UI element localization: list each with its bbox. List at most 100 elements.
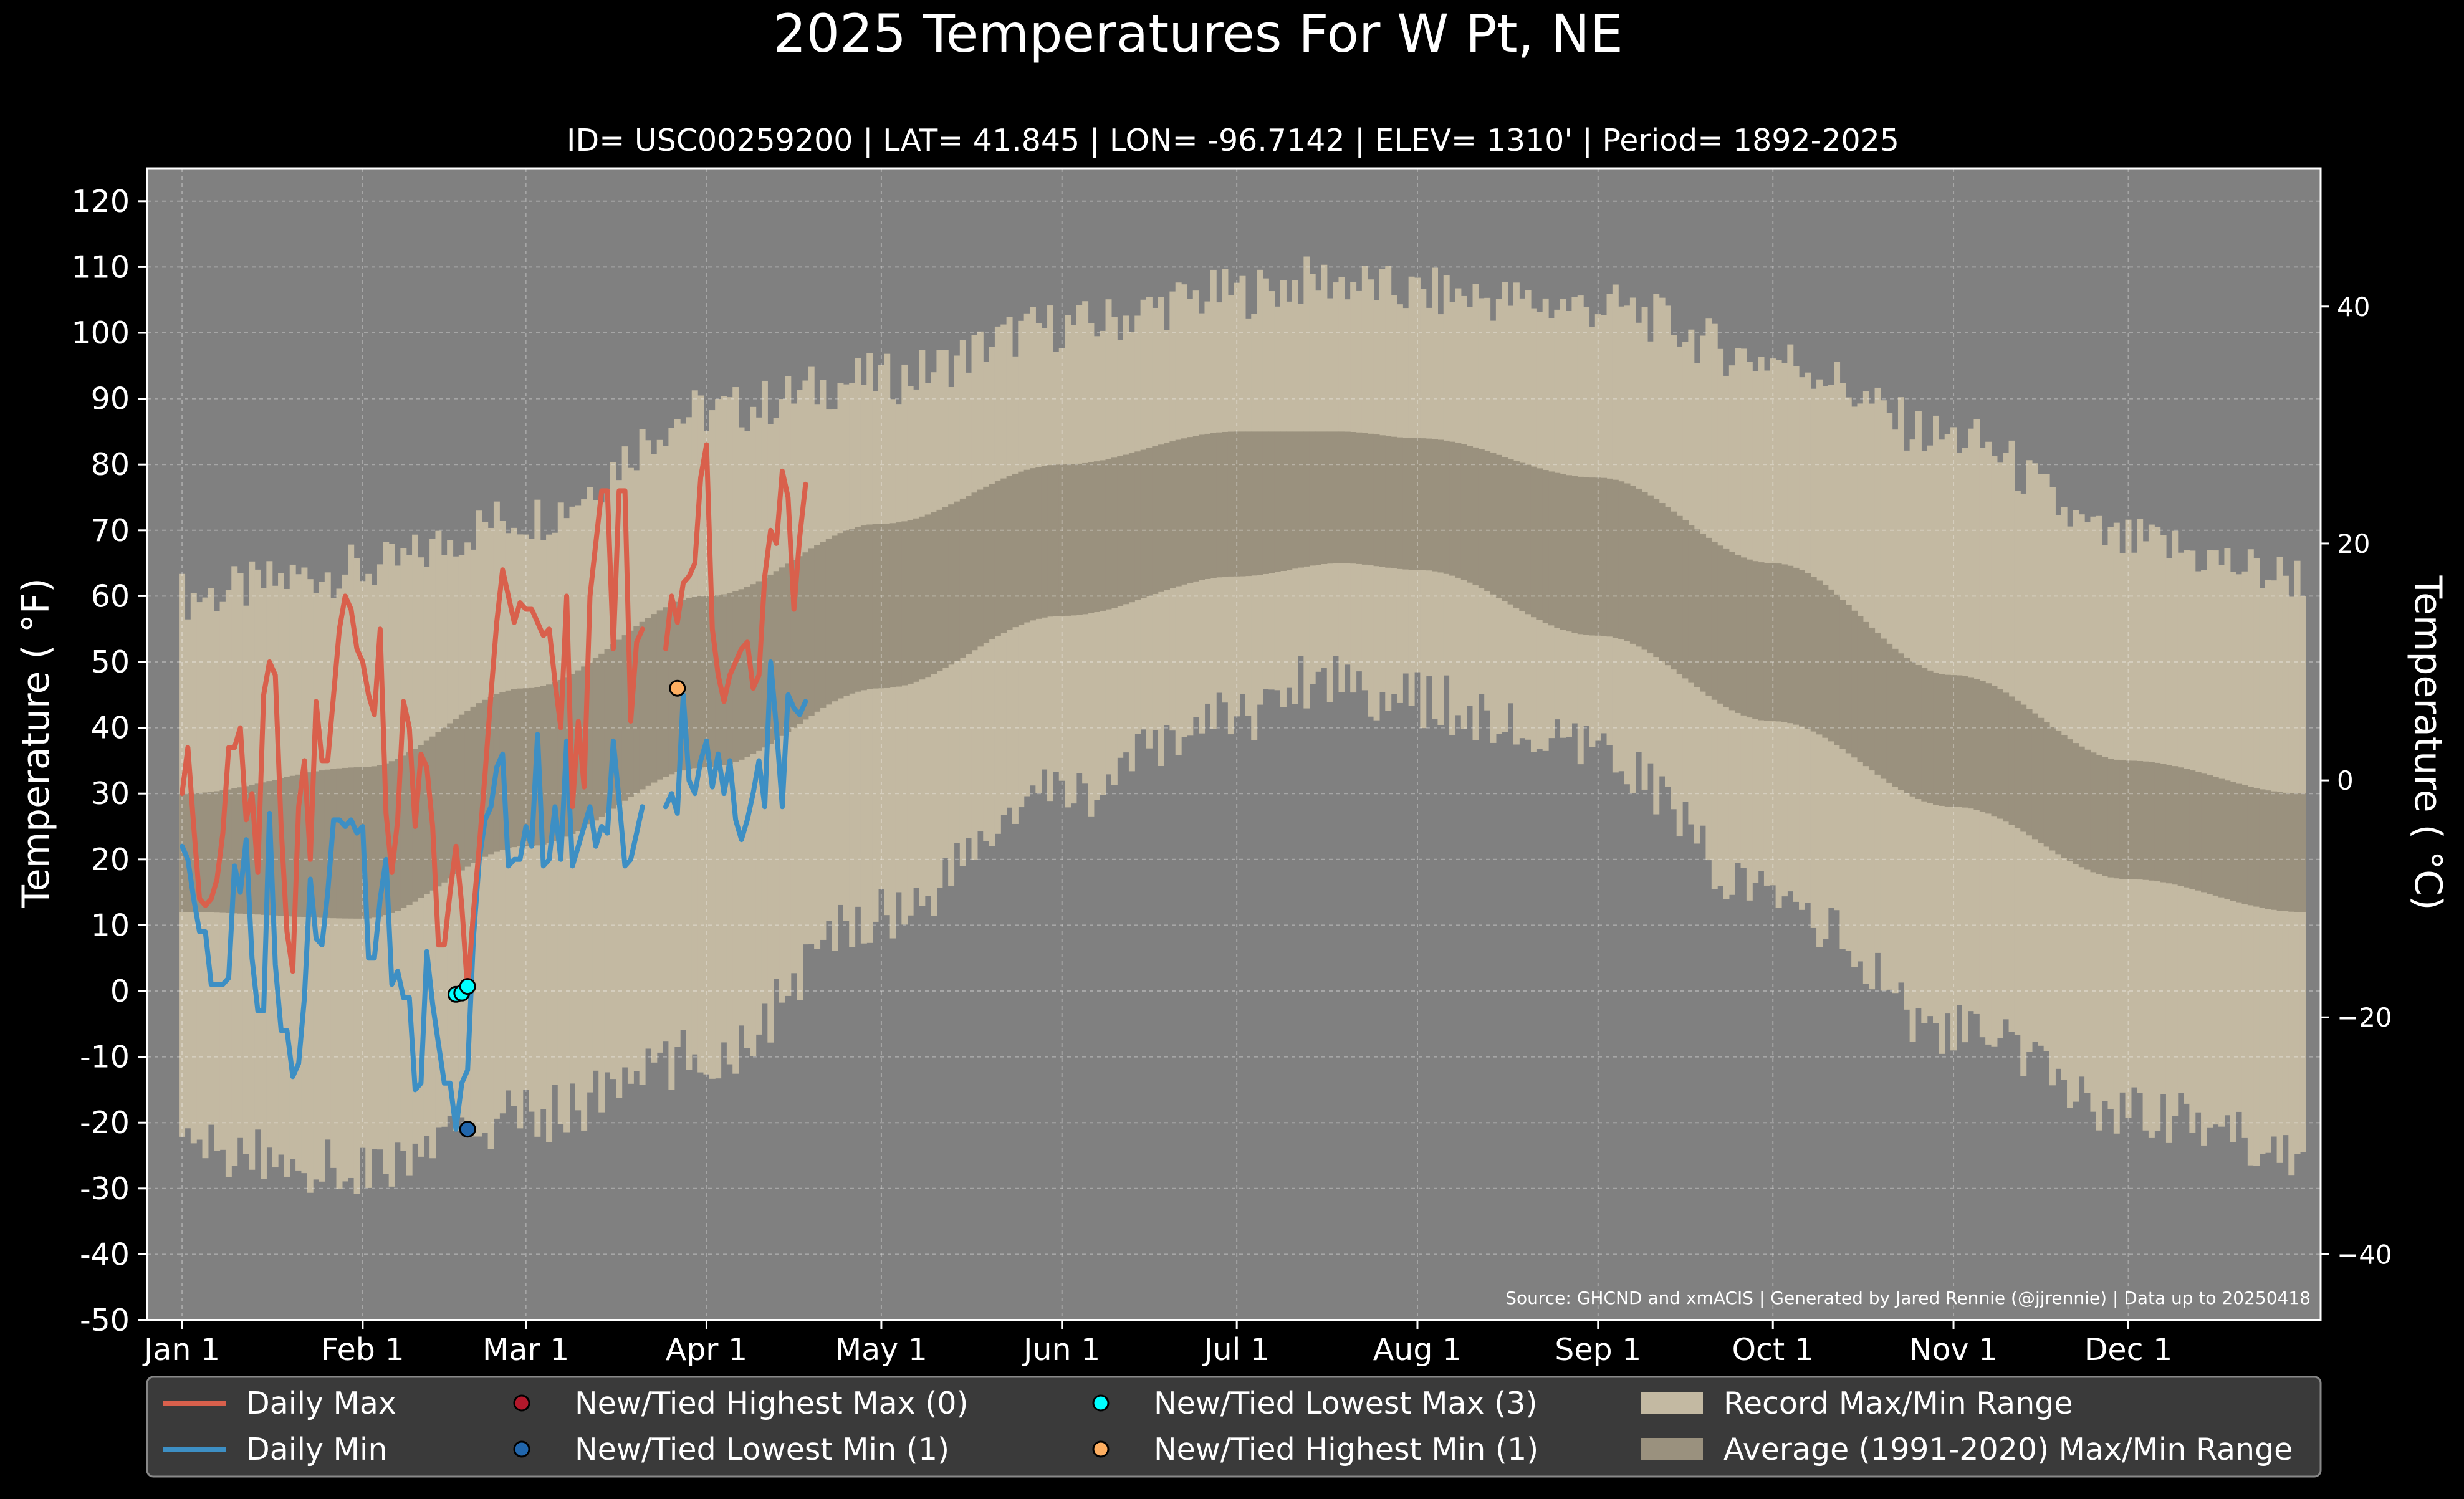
legend-swatch-patch — [1641, 1392, 1703, 1414]
average-range-bar — [1479, 449, 1485, 588]
average-range-bar — [1589, 477, 1595, 635]
average-range-bar — [1869, 628, 1875, 770]
average-range-bar — [464, 711, 471, 866]
average-range-bar — [1717, 545, 1723, 703]
average-range-bar — [2003, 692, 2009, 821]
y-tick-label: 100 — [71, 315, 130, 351]
average-range-bar — [372, 766, 378, 917]
average-range-bar — [972, 492, 978, 650]
average-range-bar — [1881, 639, 1887, 779]
chart-title: 2025 Temperatures For W Pt, NE — [773, 3, 1623, 64]
average-range-bar — [1886, 644, 1892, 783]
average-range-bar — [640, 622, 646, 790]
average-range-bar — [1787, 566, 1793, 723]
average-range-bar — [1875, 633, 1881, 775]
average-range-bar — [1653, 499, 1659, 657]
legend-label: Daily Max — [246, 1386, 396, 1421]
average-range-bar — [779, 567, 785, 735]
chart-subtitle: ID= USC00259200 | LAT= 41.845 | LON= -96… — [567, 123, 1899, 158]
average-range-bar — [1152, 446, 1158, 594]
average-range-bar — [1315, 431, 1321, 565]
average-range-bar — [651, 614, 657, 782]
x-tick-label: Jun 1 — [1022, 1332, 1100, 1367]
average-range-bar — [2224, 780, 2230, 899]
average-range-bar — [1933, 673, 1939, 805]
x-tick-label: Apr 1 — [666, 1332, 748, 1367]
average-range-bar — [1764, 563, 1770, 721]
average-range-bar — [2201, 773, 2207, 892]
average-range-bar — [1927, 671, 1934, 803]
highest-min-marker — [670, 681, 685, 696]
average-range-bar — [1980, 681, 1986, 812]
average-range-bar — [2044, 722, 2050, 847]
average-range-bar — [1642, 492, 1648, 649]
average-range-bar — [1356, 433, 1363, 564]
average-range-bar — [1502, 457, 1508, 601]
average-range-bar — [1508, 459, 1514, 604]
y-tick-label: 70 — [91, 513, 130, 548]
average-range-bar — [697, 596, 704, 768]
average-range-bar — [890, 523, 896, 687]
y-tick-label: -10 — [80, 1040, 130, 1075]
average-range-bar — [1350, 432, 1356, 563]
legend-swatch-marker — [1093, 1442, 1108, 1457]
average-range-bar — [1688, 525, 1694, 682]
average-range-bar — [1298, 431, 1304, 567]
y-tick-label: -30 — [80, 1171, 130, 1207]
average-range-bar — [447, 724, 453, 879]
average-range-bar — [2218, 779, 2225, 898]
average-range-bar — [808, 548, 815, 716]
average-range-bar — [913, 519, 919, 682]
average-range-bar — [936, 510, 942, 671]
lowest-max-marker — [460, 979, 475, 994]
average-range-bar — [1613, 480, 1619, 638]
x-tick-label: Feb 1 — [321, 1332, 405, 1367]
average-range-bar — [1187, 437, 1193, 583]
x-tick-label: Nov 1 — [1909, 1332, 1998, 1367]
average-range-bar — [2230, 782, 2236, 901]
average-range-bar — [1169, 441, 1176, 588]
x-tick-label: Mar 1 — [482, 1332, 569, 1367]
average-range-bar — [2067, 739, 2073, 861]
average-range-bar — [1158, 444, 1164, 592]
legend-item-new-tied-lowest-max-3: New/Tied Lowest Max (3) — [1093, 1386, 1538, 1421]
average-range-bar — [826, 539, 832, 704]
average-range-bar — [1682, 520, 1689, 678]
average-range-bar — [1834, 595, 1840, 745]
average-range-bar — [1519, 463, 1525, 611]
average-range-bar — [2236, 784, 2242, 903]
average-range-bar — [721, 595, 727, 765]
average-range-bar — [855, 527, 861, 691]
average-range-bar — [1368, 434, 1374, 565]
average-range-bar — [2294, 793, 2301, 912]
average-range-bar — [1100, 460, 1106, 611]
average-range-bar — [866, 525, 873, 689]
average-range-bar — [948, 504, 954, 664]
average-range-bar — [1176, 440, 1182, 587]
average-range-bar — [1601, 478, 1607, 636]
y-tick-label: 90 — [91, 381, 130, 417]
average-range-bar — [1251, 431, 1257, 575]
average-range-bar — [1094, 461, 1100, 612]
average-range-bar — [1181, 438, 1187, 584]
average-range-bar — [1607, 479, 1613, 636]
y-tick-label: 80 — [91, 447, 130, 482]
legend-label: New/Tied Highest Max (0) — [575, 1386, 969, 1421]
average-range-bar — [2061, 735, 2068, 858]
average-range-bar — [2154, 763, 2160, 881]
average-range-bar — [2079, 747, 2085, 868]
average-range-bar — [1758, 562, 1765, 720]
average-range-bar — [802, 552, 808, 719]
average-range-bar — [908, 520, 914, 684]
average-range-bar — [1566, 475, 1572, 631]
y-axis-label-right: Temperature ( °C) — [2406, 575, 2450, 911]
y-tick-label: 30 — [91, 776, 130, 812]
average-range-bar — [1467, 446, 1473, 582]
average-range-bar — [1426, 439, 1432, 571]
average-range-bar — [1525, 465, 1532, 615]
legend-swatch-marker — [514, 1396, 529, 1410]
average-range-bar — [1059, 464, 1065, 616]
average-range-bar — [832, 535, 838, 701]
average-range-bar — [1000, 479, 1007, 633]
